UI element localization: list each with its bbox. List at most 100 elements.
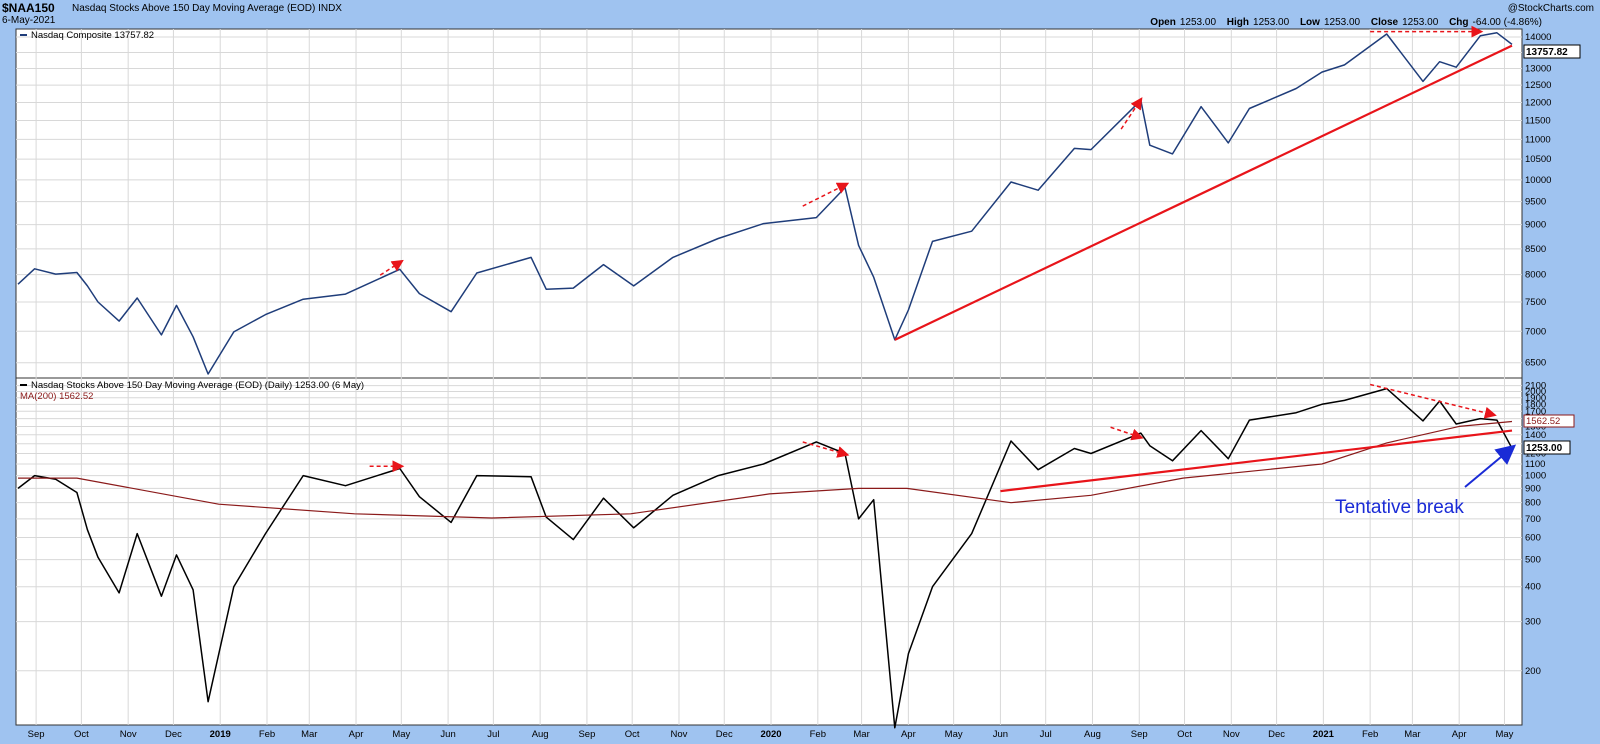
price-ytick-label: 10500 (1525, 154, 1551, 165)
x-tick-label: Feb (1362, 729, 1378, 740)
price-ytick-label: 8500 (1525, 244, 1546, 255)
price-ytick-label: 9000 (1525, 220, 1546, 231)
x-tick-label: Dec (716, 729, 733, 740)
price-ytick-label: 7500 (1525, 297, 1546, 308)
breadth-divergence-arrow (1369, 383, 1497, 419)
open-value: 1253.00 (1179, 17, 1217, 28)
open-label: Open (1150, 17, 1176, 28)
price-legend: Nasdaq Composite 13757.82 (20, 30, 154, 41)
ohlc-readout: Open 1253.00 High 1253.00 Low 1253.00 Close… (1150, 17, 1550, 28)
symbol-description: Nasdaq Stocks Above 150 Day Moving Avera… (72, 3, 342, 14)
tentative-break-callout: Tentative break (1335, 497, 1464, 518)
ma-last-tag-box (1523, 414, 1575, 428)
breadth-series-line (17, 387, 1513, 729)
breadth-divergence-arrow (1110, 426, 1144, 441)
price-ytick-label: 6500 (1525, 358, 1546, 369)
breadth-ytick-label: 900 (1525, 483, 1541, 494)
breadth-divergence-arrow (802, 441, 850, 458)
ma200-line (18, 420, 1513, 519)
ma-last-tag: 1562.52 (1523, 414, 1575, 428)
x-tick-label: Dec (1268, 729, 1285, 740)
close-value: 1253.00 (1402, 17, 1439, 28)
breadth-ytick-label: 1100 (1525, 459, 1545, 470)
x-tick-label: Mar (301, 729, 317, 740)
breadth-ytick-label: 300 (1525, 617, 1541, 628)
price-ytick-label: 11000 (1525, 134, 1551, 145)
brand-watermark: @StockCharts.com (1507, 3, 1594, 14)
ma-last-value: 1562.52 (1526, 416, 1560, 427)
price-ytick-label: 9500 (1525, 197, 1546, 208)
breadth-ytick-label: 600 (1525, 533, 1541, 544)
high-label: High (1226, 17, 1250, 28)
x-tick-label: Oct (1177, 729, 1192, 740)
x-tick-label: Nov (671, 729, 688, 740)
breadth-panel (15, 377, 1523, 726)
chart-marks: 6500 7000 7500 8000 8500 9000 9500 10000 10500 11… (17, 25, 1551, 740)
x-tick-label: Apr (349, 729, 364, 740)
price-ytick-label: 12000 (1525, 97, 1551, 108)
breadth-last-tag: 1253.00 (1523, 440, 1571, 455)
breadth-last-value: 1253.00 (1526, 443, 1563, 454)
breadth-ytick-label: 1000 (1525, 471, 1546, 482)
symbol-name: Nasdaq Stocks Above 150 Day Moving Avera… (72, 3, 316, 14)
breadth-trendline (1000, 429, 1513, 493)
x-tick-label: Sep (578, 729, 595, 740)
ma-legend-text: MA(200) 1562.52 (20, 391, 93, 402)
price-panel (15, 28, 1523, 379)
symbol: $NAA150 (2, 1, 55, 15)
breadth-legend-text: Nasdaq Stocks Above 150 Day Moving Avera… (31, 380, 364, 391)
breadth-ytick-label: 1800 (1525, 399, 1546, 410)
x-tick-label: Nov (120, 729, 137, 740)
x-tick-label: Mar (1404, 729, 1420, 740)
price-trendline (894, 44, 1513, 341)
x-tick-label: May (1495, 729, 1513, 740)
x-tick-label: Sep (1131, 729, 1148, 740)
breadth-legend: Nasdaq Stocks Above 150 Day Moving Avera… (20, 380, 364, 402)
x-tick-label: Mar (853, 729, 869, 740)
breadth-ytick-label: 500 (1525, 555, 1541, 566)
breadth-ytick-label: 1700 (1525, 406, 1546, 417)
x-tick-label: May (392, 729, 410, 740)
breadth-ytick-label: 2100 (1525, 381, 1546, 392)
callout-arrow (1464, 444, 1517, 488)
breadth-ytick-label: 200 (1525, 666, 1541, 677)
x-tick-label: Jun (440, 729, 455, 740)
price-ytick-label: 12500 (1525, 80, 1551, 91)
x-tick-label: Jul (1040, 729, 1052, 740)
price-ytick-label: 11500 (1525, 116, 1551, 127)
breadth-ytick-label: 400 (1525, 582, 1541, 593)
x-tick-label: 2021 (1313, 729, 1335, 740)
breadth-ytick-label: 800 (1525, 498, 1541, 509)
price-ytick-label: 10000 (1525, 175, 1551, 186)
x-tick-label: Feb (259, 729, 275, 740)
price-series-line (17, 32, 1513, 375)
x-tick-label: Aug (1084, 729, 1101, 740)
high-value: 1253.00 (1253, 17, 1290, 28)
low-label: Low (1299, 17, 1320, 28)
breadth-last-tag-box (1523, 440, 1571, 455)
price-divergence-arrow (802, 182, 850, 207)
breadth-ytick-label: 700 (1525, 514, 1541, 525)
x-tick-label: May (945, 729, 963, 740)
low-value: 1253.00 (1323, 17, 1361, 28)
price-ytick-label: 13000 (1525, 63, 1551, 74)
chart-date: 6-May-2021 (2, 15, 56, 26)
x-tick-label: Apr (1452, 729, 1467, 740)
price-ytick-label: 7000 (1525, 326, 1546, 337)
breadth-ytick-label: 1400 (1525, 430, 1546, 441)
chg-value: -64.00 (-4.86%) (1472, 17, 1542, 28)
price-divergence-arrow (1120, 97, 1143, 130)
x-tick-label: Oct (625, 729, 640, 740)
x-tick-label: Jul (487, 729, 499, 740)
grid-lines (16, 29, 1522, 725)
breadth-ytick-label: 2000 (1525, 387, 1546, 398)
price-last-value: 13757.82 (1526, 47, 1568, 58)
x-tick-label: Jun (993, 729, 1008, 740)
exchange: INDX (318, 3, 342, 14)
price-last-tag-box (1523, 44, 1581, 59)
breadth-ytick-label: 1900 (1525, 393, 1546, 404)
price-last-tag: 13757.82 (1523, 44, 1581, 59)
price-ytick-label: 14000 (1525, 32, 1551, 43)
x-tick-label: 2020 (760, 729, 781, 740)
